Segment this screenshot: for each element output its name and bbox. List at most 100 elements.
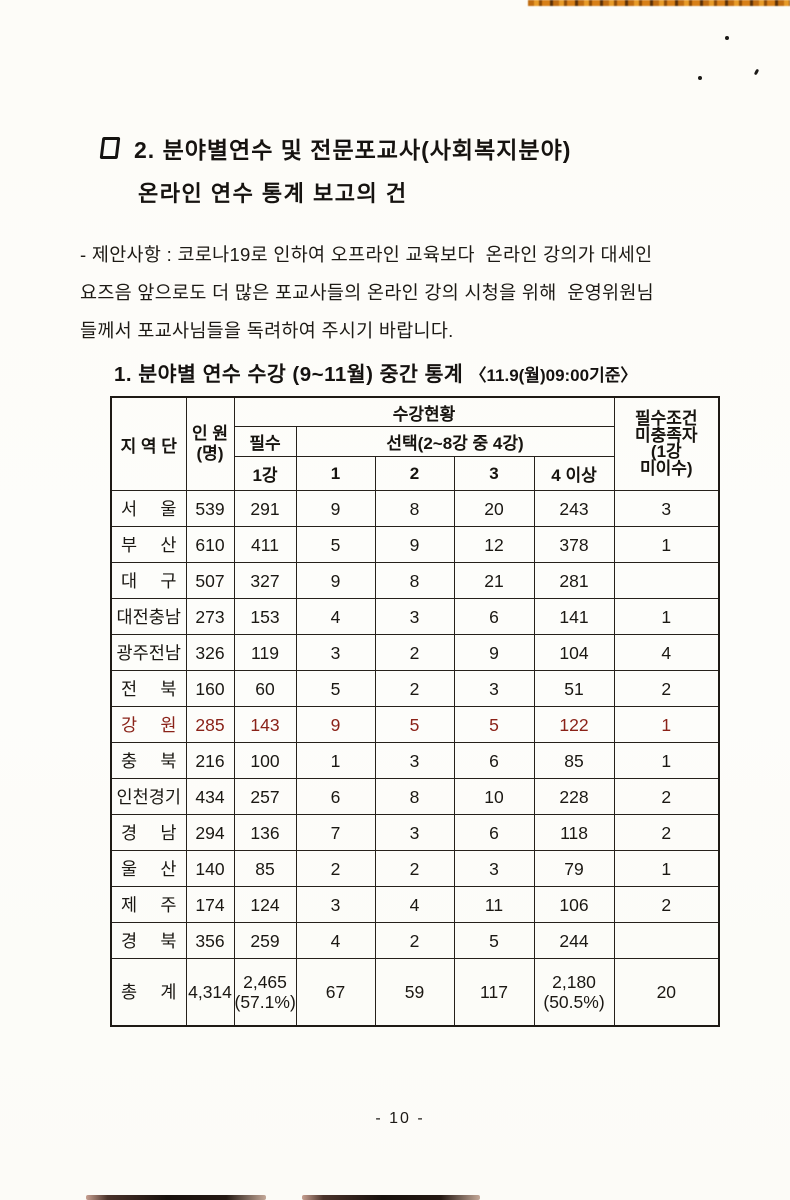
value-cell: 3 [613, 490, 720, 527]
value-cell: 100 [233, 742, 297, 779]
value-cell: 9 [295, 706, 376, 743]
value-cell: 610 [185, 526, 235, 563]
table-title: 1. 분야별 연수 수강 (9~11월) 중간 통계 〈11.9(월)09:00… [114, 357, 637, 387]
col-header-unmet-line2: 미충족자 [635, 425, 698, 445]
value-cell: 6 [453, 814, 535, 851]
value-cell: 2 [374, 922, 455, 959]
value-cell: 228 [533, 778, 615, 815]
value-cell: 3 [453, 670, 535, 707]
value-cell: 5 [453, 922, 535, 959]
value-cell: 117 [453, 958, 535, 1027]
value-cell: 1 [295, 742, 376, 779]
value-cell: 5 [295, 670, 376, 707]
value-cell: 153 [233, 598, 297, 635]
value-cell: 10 [453, 778, 535, 815]
value-cell: 281 [533, 562, 615, 599]
col-header-unmet-line4: 미이수) [640, 458, 693, 478]
value-cell: 273 [185, 598, 235, 635]
table-row: 경 남 294 136 7 3 6 118 2 [110, 814, 720, 851]
value-cell: 1 [613, 706, 720, 743]
value-cell: 12 [453, 526, 535, 563]
table-row: 전 북 160 60 5 2 3 51 2 [110, 670, 720, 707]
value-cell: 326 [185, 634, 235, 671]
scan-artifact-dot [725, 36, 729, 40]
value-cell: 3 [295, 634, 376, 671]
col-subheader-3: 3 [453, 456, 535, 491]
value-cell: 434 [185, 778, 235, 815]
value-cell: 85 [233, 850, 297, 887]
value-cell: 4 [613, 634, 720, 671]
region-name-cell: 광주전남 [110, 634, 187, 671]
value-cell: 356 [185, 922, 235, 959]
checkbox-bullet-icon [99, 137, 121, 159]
value-cell: 1 [613, 598, 720, 635]
table-title-text: 1. 분야별 연수 수강 (9~11월) 중간 통계 [114, 363, 464, 386]
value-cell: 3 [453, 850, 535, 887]
value-cell: 20 [453, 490, 535, 527]
value-cell [613, 922, 720, 959]
value-cell: 257 [233, 778, 297, 815]
col-subheader-lecture1: 1강 [233, 456, 297, 491]
value-cell: 119 [233, 634, 297, 671]
value-cell: 6 [453, 598, 535, 635]
value-cell: 136 [233, 814, 297, 851]
value-cell: 124 [233, 886, 297, 923]
value-cell: 294 [185, 814, 235, 851]
value-cell: 9 [295, 562, 376, 599]
value-cell: 5 [374, 706, 455, 743]
value-cell: 3 [295, 886, 376, 923]
scan-artifact-bottom-strip [86, 1195, 266, 1200]
value-cell: 8 [374, 490, 455, 527]
table-row: 울 산 140 85 2 2 3 79 1 [110, 850, 720, 887]
value-cell: 67 [295, 958, 376, 1027]
document-title-line1: 2. 분야별연수 및 전문포교사(사회복지분야) [99, 131, 572, 165]
value-cell: 243 [533, 490, 615, 527]
training-statistics-table: 지 역 단 인 원 (명) 수강현황 필수조건 미충족자 (1강 미이수) 필수… [110, 396, 721, 1027]
col-header-personnel: 인 원 (명) [185, 396, 235, 491]
table-row: 총 계 4,314 2,465 (57.1%) 67 59 117 2,180 (50.5%) 20 [110, 958, 720, 1027]
value-cell: 3 [374, 598, 455, 635]
value-cell: 2,465 (57.1%) [233, 958, 297, 1027]
value-cell: 5 [453, 706, 535, 743]
scan-artifact-dot [753, 68, 760, 76]
value-cell: 378 [533, 526, 615, 563]
value-cell: 21 [453, 562, 535, 599]
table-row: 경 북 356 259 4 2 5 244 [110, 922, 720, 959]
value-cell: 4 [295, 922, 376, 959]
value-cell: 259 [233, 922, 297, 959]
value-cell: 9 [295, 490, 376, 527]
value-cell: 174 [185, 886, 235, 923]
value-cell: 4 [295, 598, 376, 635]
table-body: 서 울 539 291 9 8 20 243 3 부 산 610 411 5 9 12 378 1 대 구 507 327… [110, 490, 720, 1027]
value-cell: 327 [233, 562, 297, 599]
table-row: 광주전남 326 119 3 2 9 104 4 [110, 634, 720, 671]
value-cell: 2 [374, 850, 455, 887]
value-cell: 411 [233, 526, 297, 563]
value-cell: 5 [295, 526, 376, 563]
col-header-elective: 선택(2~8강 중 4강) [295, 426, 615, 457]
col-header-personnel-line2: (명) [196, 444, 224, 463]
value-cell: 507 [185, 562, 235, 599]
value-cell: 8 [374, 562, 455, 599]
value-cell: 4 [374, 886, 455, 923]
value-cell: 2 [374, 670, 455, 707]
value-cell: 539 [185, 490, 235, 527]
value-cell: 285 [185, 706, 235, 743]
proposal-paragraph: - 제안사항 : 코로나19로 인하여 오프라인 교육보다 온라인 강의가 대세… [80, 236, 760, 350]
paragraph-line: 들께서 포교사님들을 독려하여 주시기 바랍니다. [80, 320, 454, 341]
document-title-text: 2. 분야별연수 및 전문포교사(사회복지분야) [134, 137, 572, 163]
value-cell: 122 [533, 706, 615, 743]
value-cell: 2 [613, 814, 720, 851]
value-cell: 8 [374, 778, 455, 815]
scan-artifact-top-strip [528, 0, 790, 6]
value-cell: 2 [613, 886, 720, 923]
value-cell: 11 [453, 886, 535, 923]
table-row: 강 원 285 143 9 5 5 122 1 [110, 706, 720, 743]
